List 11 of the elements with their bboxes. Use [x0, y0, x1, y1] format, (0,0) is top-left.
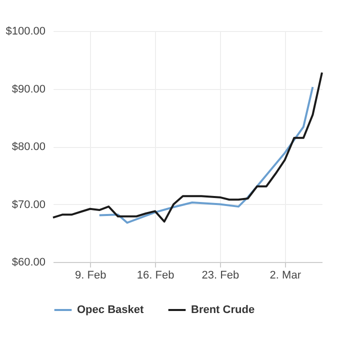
x-tick-label: 16. Feb	[136, 270, 174, 282]
x-tick-label: 9. Feb	[75, 270, 106, 282]
y-tick-label: $70.00	[12, 198, 46, 211]
legend-label: Brent Crude	[191, 304, 255, 316]
y-tick-label: $60.00	[12, 256, 46, 268]
x-tick-label: 2. Mar	[270, 270, 302, 282]
y-tick-label: $100.00	[6, 26, 46, 38]
legend-label: Opec Basket	[77, 304, 144, 316]
y-tick-label: $90.00	[12, 83, 46, 96]
y-tick-label: $80.00	[12, 141, 46, 153]
x-tick-label: 23. Feb	[202, 270, 240, 282]
